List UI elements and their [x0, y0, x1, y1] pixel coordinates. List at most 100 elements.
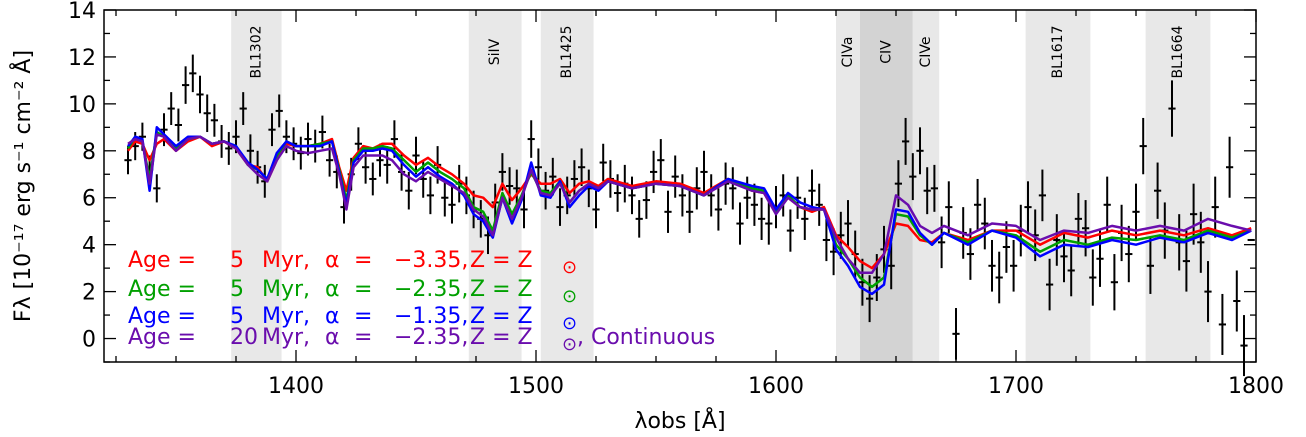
ticks-layer: 1400 1500 1600 1700 1800 0 2 4 6 8 10 12 14	[68, 0, 1284, 399]
legend-part: Myr,	[262, 325, 310, 350]
legend-part: Age =	[128, 325, 196, 350]
data-point	[167, 92, 175, 125]
data-point	[844, 200, 852, 248]
y-axis-label: Fλ [10⁻¹⁷ erg s⁻¹ cm⁻² Å]	[9, 50, 36, 322]
data-point	[592, 190, 600, 229]
data-point	[1240, 315, 1248, 377]
data-point	[635, 200, 643, 238]
data-point	[304, 122, 312, 156]
data-point	[887, 242, 895, 290]
plot-frame	[103, 9, 1257, 363]
data-point	[808, 169, 816, 212]
data-point	[527, 120, 535, 158]
data-point	[1038, 169, 1046, 222]
band-bl1302	[231, 10, 282, 362]
y-tick-label: 6	[82, 187, 96, 212]
x-tick-label: 1400	[268, 374, 324, 399]
legend-part: Z = Z	[470, 325, 533, 350]
data-point	[1096, 230, 1104, 287]
data-point	[1067, 244, 1075, 297]
data-point	[246, 134, 254, 168]
legend-part: ⊙	[562, 286, 577, 307]
data-point	[369, 162, 377, 196]
data-point	[786, 209, 794, 252]
legend: Age = 5 Myr, α = −3.35,Z = Z ⊙Age = 5 Myr, α = −2.3…	[128, 248, 715, 355]
x-tick-label: 1600	[748, 374, 804, 399]
legend-part: Myr,	[262, 277, 310, 302]
y-tick-label: 2	[82, 281, 96, 306]
series-line-3	[127, 126, 1252, 296]
data-point	[1226, 136, 1234, 198]
data-point	[866, 275, 874, 323]
band-bl1617	[1025, 10, 1091, 362]
data-point	[124, 146, 132, 175]
data-point	[938, 216, 946, 269]
data-point	[182, 66, 190, 104]
y-tick-label: 0	[82, 328, 96, 353]
data-point	[822, 218, 830, 262]
legend-part: =	[354, 304, 372, 329]
band-label-bl1425: BL1425	[559, 25, 575, 78]
data-point	[1211, 176, 1219, 238]
data-point	[1010, 239, 1018, 292]
legend-part: Age =	[128, 277, 196, 302]
legend-part: , Continuous	[577, 325, 715, 350]
data-point	[657, 139, 665, 182]
y-tick-label: 12	[68, 46, 96, 71]
legend-part: ⊙	[562, 257, 577, 278]
legend-part: α	[325, 304, 340, 329]
data-point	[1046, 258, 1054, 311]
data-point	[1154, 162, 1162, 219]
legend-part: Z = Z	[470, 304, 533, 329]
data-point	[556, 188, 564, 226]
data-point	[1024, 181, 1032, 233]
data-point	[671, 155, 679, 198]
data-point	[570, 160, 578, 198]
data-point	[268, 113, 276, 147]
data-point	[628, 176, 636, 215]
legend-part: α	[325, 277, 340, 302]
legend-part: =	[354, 277, 372, 302]
x-tick-label: 1700	[988, 374, 1044, 399]
data-point	[729, 167, 737, 210]
data-point	[153, 174, 161, 203]
legend-part: 20	[230, 325, 258, 350]
legend-part: α	[325, 325, 340, 350]
data-point	[578, 148, 586, 186]
data-point	[196, 75, 204, 114]
legend-part: 5	[230, 304, 244, 329]
data-point	[275, 94, 283, 128]
data-point	[642, 181, 650, 219]
data-point	[758, 197, 766, 240]
data-point	[1146, 237, 1154, 294]
data-point	[1233, 270, 1241, 332]
legend-part: Age =	[128, 248, 196, 273]
data-point	[513, 169, 521, 208]
model-series-layer	[126, 126, 1252, 296]
legend-part: 5	[230, 277, 244, 302]
data-point	[714, 188, 722, 231]
legend-part: 5	[230, 248, 244, 273]
data-point	[599, 143, 607, 182]
legend-part: Z = Z	[470, 277, 533, 302]
x-tick-label: 1500	[508, 374, 564, 399]
data-point	[506, 167, 514, 205]
band-label-civa: CIVa	[840, 37, 856, 68]
legend-part: Z = Z	[470, 248, 533, 273]
data-point	[988, 239, 996, 292]
data-point	[966, 228, 974, 280]
data-point	[1125, 225, 1133, 283]
legend-entry-4: Age = 20 Myr, α = −2.35,Z = Z ⊙, Continuous	[128, 325, 715, 355]
legend-part: Age =	[128, 304, 196, 329]
data-point	[1204, 261, 1212, 323]
data-point	[974, 178, 982, 231]
data-point	[448, 186, 456, 224]
legend-part: =	[354, 248, 372, 273]
data-point	[1247, 238, 1255, 241]
data-point	[441, 178, 449, 217]
data-point	[412, 136, 420, 175]
data-point	[203, 94, 211, 133]
data-point	[520, 190, 528, 229]
band-label-civ: CIV	[878, 40, 894, 64]
